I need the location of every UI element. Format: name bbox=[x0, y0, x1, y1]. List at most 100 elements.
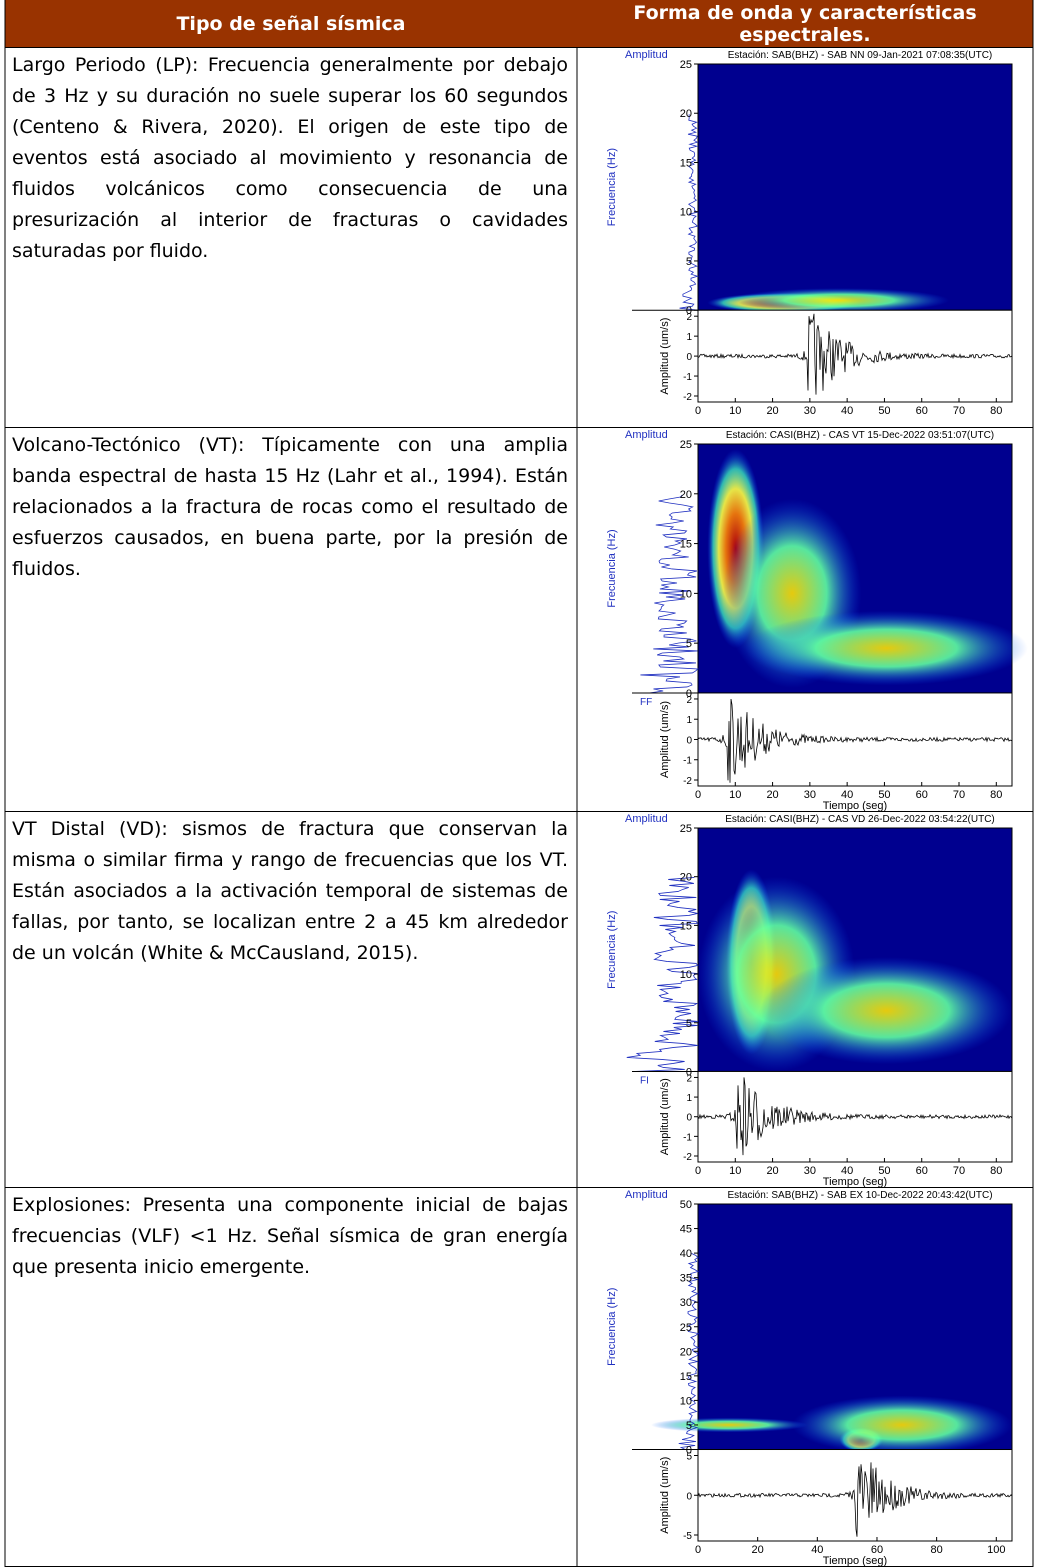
spectral-energy bbox=[745, 611, 1028, 686]
time-tick-label: 70 bbox=[953, 789, 965, 801]
waveform-panel bbox=[698, 310, 1012, 402]
time-tick-label: 0 bbox=[695, 1165, 701, 1177]
amplitude-label: Amplitud bbox=[625, 1189, 668, 1201]
amplitude-label: Amplitud bbox=[625, 49, 668, 61]
time-tick-label: 0 bbox=[695, 1544, 701, 1556]
spectral-energy bbox=[729, 288, 949, 313]
page: Amplitud Estación: SAB(BHZ) - SAB NN 09-J… bbox=[0, 0, 1039, 1567]
freq-tick-label: 20 bbox=[680, 1346, 692, 1358]
row-text: Explosiones: Presenta una componente ini… bbox=[12, 1190, 568, 1283]
time-tick-label: 60 bbox=[916, 405, 928, 417]
time-tick-label: 80 bbox=[990, 1165, 1002, 1177]
wave-tick-label: 5 bbox=[686, 1452, 692, 1463]
station-label: Estación: CASI(BHZ) - CAS VD 26-Dec-2022… bbox=[725, 814, 995, 825]
wave-tick-label: -2 bbox=[683, 776, 692, 787]
wave-tick-label: -2 bbox=[683, 392, 692, 403]
wave-tick-label: 0 bbox=[686, 1113, 692, 1124]
freq-tick-label: 5 bbox=[686, 256, 692, 268]
freq-tick-label: 25 bbox=[680, 59, 692, 71]
amplitude-label: Amplitud bbox=[625, 429, 668, 441]
time-tick-label: 60 bbox=[916, 1165, 928, 1177]
freq-tick-label: 10 bbox=[680, 588, 692, 600]
spectrogram bbox=[698, 64, 1012, 310]
time-axis-label: Tiempo (seg) bbox=[823, 800, 887, 812]
wave-tick-label: 1 bbox=[686, 715, 692, 726]
freq-tick-label: 30 bbox=[680, 1297, 692, 1309]
freq-tick-label: 15 bbox=[680, 539, 692, 551]
wave-tick-label: 0 bbox=[686, 352, 692, 363]
time-tick-label: 100 bbox=[987, 1544, 1005, 1556]
wave-axis-label: Amplitud (um/s) bbox=[659, 1457, 671, 1534]
station-label: Estación: SAB(BHZ) - SAB NN 09-Jan-2021 … bbox=[728, 50, 993, 61]
spectral-energy bbox=[792, 1395, 1012, 1454]
time-tick-label: 80 bbox=[990, 789, 1002, 801]
time-tick-label: 60 bbox=[916, 789, 928, 801]
freq-tick-label: 10 bbox=[680, 207, 692, 219]
corner-label: FI bbox=[640, 1075, 649, 1086]
freq-tick-label: 15 bbox=[680, 1371, 692, 1383]
wave-axis-label: Amplitud (um/s) bbox=[659, 318, 671, 395]
freq-axis-label: Frecuencia (Hz) bbox=[606, 529, 618, 607]
amplitude-label: Amplitud bbox=[625, 813, 668, 825]
header-cell: Tipo de señal sísmica bbox=[5, 0, 577, 48]
freq-axis-label: Frecuencia (Hz) bbox=[606, 1288, 618, 1366]
freq-tick-label: 15 bbox=[680, 920, 692, 932]
wave-tick-label: 1 bbox=[686, 1093, 692, 1104]
time-tick-label: 20 bbox=[766, 789, 778, 801]
time-tick-label: 30 bbox=[804, 1165, 816, 1177]
wave-tick-label: -1 bbox=[683, 372, 692, 383]
freq-axis-label: Frecuencia (Hz) bbox=[606, 148, 618, 226]
freq-tick-label: 35 bbox=[680, 1273, 692, 1285]
time-tick-label: 50 bbox=[878, 405, 890, 417]
header-cell: Forma de onda y características espectra… bbox=[577, 0, 1033, 48]
time-axis-label: Tiempo (seg) bbox=[823, 1555, 887, 1567]
freq-tick-label: 40 bbox=[680, 1248, 692, 1260]
time-tick-label: 70 bbox=[953, 1165, 965, 1177]
wave-tick-label: -1 bbox=[683, 1132, 692, 1143]
station-label: Estación: SAB(BHZ) - SAB EX 10-Dec-2022 … bbox=[727, 1190, 992, 1201]
freq-axis-label: Frecuencia (Hz) bbox=[606, 911, 618, 989]
time-tick-label: 70 bbox=[953, 405, 965, 417]
time-tick-label: 80 bbox=[931, 1544, 943, 1556]
wave-tick-label: -5 bbox=[683, 1531, 692, 1542]
station-label: Estación: CASI(BHZ) - CAS VT 15-Dec-2022… bbox=[726, 430, 994, 441]
freq-tick-label: 50 bbox=[680, 1199, 692, 1211]
freq-tick-label: 20 bbox=[680, 108, 692, 120]
row-text: VT Distal (VD): sismos de fractura que c… bbox=[12, 814, 568, 969]
wave-tick-label: 1 bbox=[686, 332, 692, 343]
time-tick-label: 10 bbox=[729, 1165, 741, 1177]
time-axis-label: Tiempo (seg) bbox=[823, 1176, 887, 1188]
wave-tick-label: 0 bbox=[686, 735, 692, 746]
time-tick-label: 30 bbox=[804, 789, 816, 801]
time-tick-label: 0 bbox=[695, 789, 701, 801]
wave-tick-label: 0 bbox=[686, 1491, 692, 1502]
time-tick-label: 10 bbox=[729, 789, 741, 801]
freq-tick-label: 45 bbox=[680, 1224, 692, 1236]
row-text: Volcano-Tectónico (VT): Típicamente con … bbox=[12, 430, 568, 585]
freq-tick-label: 25 bbox=[680, 823, 692, 835]
wave-tick-label: 2 bbox=[686, 695, 692, 706]
wave-tick-label: 2 bbox=[686, 1073, 692, 1084]
time-tick-label: 20 bbox=[766, 405, 778, 417]
time-tick-label: 20 bbox=[752, 1544, 764, 1556]
corner-label: FF bbox=[640, 697, 652, 708]
wave-tick-label: 2 bbox=[686, 312, 692, 323]
wave-axis-label: Amplitud (um/s) bbox=[659, 701, 671, 778]
time-tick-label: 30 bbox=[804, 405, 816, 417]
spectral-energy bbox=[651, 1418, 808, 1433]
freq-tick-label: 5 bbox=[686, 1420, 692, 1432]
spectral-energy bbox=[761, 957, 1012, 1064]
time-tick-label: 10 bbox=[729, 405, 741, 417]
row-text: Largo Periodo (LP): Frecuencia generalme… bbox=[12, 50, 568, 267]
wave-tick-label: -2 bbox=[683, 1152, 692, 1163]
time-tick-label: 40 bbox=[841, 405, 853, 417]
wave-tick-label: -1 bbox=[683, 756, 692, 767]
time-tick-label: 0 bbox=[695, 405, 701, 417]
freq-tick-label: 25 bbox=[680, 1322, 692, 1334]
freq-tick-label: 25 bbox=[680, 439, 692, 451]
time-tick-label: 40 bbox=[811, 1544, 823, 1556]
freq-tick-label: 5 bbox=[686, 638, 692, 650]
freq-tick-label: 10 bbox=[680, 969, 692, 981]
freq-tick-label: 20 bbox=[680, 489, 692, 501]
wave-axis-label: Amplitud (um/s) bbox=[659, 1078, 671, 1155]
